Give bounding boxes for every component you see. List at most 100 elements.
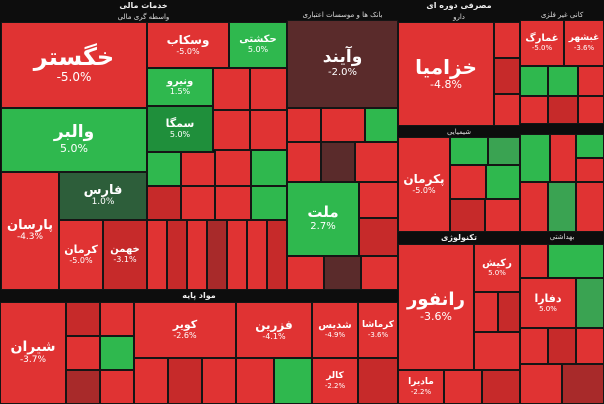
tile-generic[interactable] xyxy=(450,165,486,199)
tile-generic[interactable] xyxy=(202,358,236,404)
tile-generic[interactable] xyxy=(287,108,321,142)
tile-generic[interactable] xyxy=(450,199,485,232)
tile-generic[interactable] xyxy=(100,336,134,370)
tile-generic[interactable] xyxy=(494,22,520,58)
tile-generic[interactable] xyxy=(215,150,251,186)
tile-madira[interactable]: مادیرا -2.2% xyxy=(398,370,444,404)
tile-generic[interactable] xyxy=(66,302,100,336)
tile-generic[interactable] xyxy=(520,364,562,404)
tile-generic[interactable] xyxy=(167,220,187,290)
tile-generic[interactable] xyxy=(207,220,227,290)
tile-generic[interactable] xyxy=(548,244,604,278)
tile-generic[interactable] xyxy=(236,358,274,404)
tile-kavir[interactable]: کویر -2.6% xyxy=(134,302,236,358)
tile-generic[interactable] xyxy=(361,256,398,290)
tile-generic[interactable] xyxy=(134,358,168,404)
tile-khakshi[interactable]: حکشتی 5.0% xyxy=(229,22,287,68)
tile-generic[interactable] xyxy=(147,186,181,220)
tile-generic[interactable] xyxy=(66,370,100,404)
tile-generic[interactable] xyxy=(488,137,520,165)
tile-generic[interactable] xyxy=(321,108,365,142)
tile-generic[interactable] xyxy=(520,328,548,364)
tile-generic[interactable] xyxy=(215,186,251,220)
tile-generic[interactable] xyxy=(450,137,488,165)
tile-generic[interactable] xyxy=(576,278,604,328)
tile-kermasha[interactable]: کرماشا -3.6% xyxy=(358,302,398,358)
tile-generic[interactable] xyxy=(358,358,398,404)
tile-generic[interactable] xyxy=(213,110,250,150)
tile-ranfor[interactable]: رانفور -3.6% xyxy=(398,244,474,370)
tile-kerman[interactable]: کرمان -5.0% xyxy=(59,220,103,290)
tile-generic[interactable] xyxy=(520,182,548,232)
tile-vanikho[interactable]: ونیرو 1.5% xyxy=(147,68,213,106)
tile-generic[interactable] xyxy=(576,134,604,158)
tile-generic[interactable] xyxy=(100,302,134,336)
tile-generic[interactable] xyxy=(247,220,267,290)
tile-mellat[interactable]: ملت 2.7% xyxy=(287,182,359,256)
tile-ghbshahr[interactable]: غبشهر -3.6% xyxy=(564,20,604,66)
tile-generic[interactable] xyxy=(251,186,287,220)
tile-generic[interactable] xyxy=(520,66,548,96)
tile-generic[interactable] xyxy=(100,370,134,404)
tile-generic[interactable] xyxy=(251,150,287,186)
tile-generic[interactable] xyxy=(147,152,181,186)
tile-generic[interactable] xyxy=(168,358,202,404)
tile-samga[interactable]: سمگا 5.0% xyxy=(147,106,213,152)
tile-generic[interactable] xyxy=(498,292,520,332)
tile-generic[interactable] xyxy=(562,364,604,404)
tile-khahman[interactable]: خهمن -3.1% xyxy=(103,220,147,290)
tile-generic[interactable] xyxy=(576,182,604,232)
tile-generic[interactable] xyxy=(486,165,520,199)
tile-vaskab[interactable]: وسکاب -5.0% xyxy=(147,22,229,68)
tile-generic[interactable] xyxy=(147,220,167,290)
tile-generic[interactable] xyxy=(250,110,287,150)
tile-farzin[interactable]: فزرین -4.1% xyxy=(236,302,312,358)
tile-generic[interactable] xyxy=(355,142,398,182)
tile-generic[interactable] xyxy=(359,218,398,256)
tile-vamiad[interactable]: وآیند -2.0% xyxy=(287,20,398,108)
tile-generic[interactable] xyxy=(520,134,550,182)
tile-generic[interactable] xyxy=(359,182,398,218)
tile-generic[interactable] xyxy=(365,108,398,142)
tile-generic[interactable] xyxy=(578,66,604,96)
tile-kalor[interactable]: کالر -2.2% xyxy=(312,358,358,404)
tile-generic[interactable] xyxy=(181,152,215,186)
tile-generic[interactable] xyxy=(321,142,355,182)
tile-generic[interactable] xyxy=(267,220,287,290)
tile-generic[interactable] xyxy=(520,96,548,124)
tile-pekerman[interactable]: پکرمان -5.0% xyxy=(398,137,450,232)
tile-generic[interactable] xyxy=(274,358,312,404)
tile-generic[interactable] xyxy=(474,292,498,332)
tile-khazamia[interactable]: خزامیا -4.8% xyxy=(398,22,494,126)
tile-generic[interactable] xyxy=(494,58,520,94)
tile-rakish[interactable]: رکیش 5.0% xyxy=(474,244,520,292)
tile-generic[interactable] xyxy=(548,96,578,124)
tile-generic[interactable] xyxy=(227,220,247,290)
tile-generic[interactable] xyxy=(482,370,520,404)
tile-generic[interactable] xyxy=(485,199,520,232)
tile-generic[interactable] xyxy=(66,336,100,370)
tile-generic[interactable] xyxy=(324,256,361,290)
tile-generic[interactable] xyxy=(213,68,250,110)
tile-parsan[interactable]: پارسان -4.3% xyxy=(1,172,59,290)
tile-fars[interactable]: فارس 1.0% xyxy=(59,172,147,220)
tile-shiran[interactable]: شیران -3.7% xyxy=(0,302,66,404)
tile-generic[interactable] xyxy=(548,66,578,96)
tile-dafara[interactable]: دفارا 5.0% xyxy=(520,278,576,328)
tile-generic[interactable] xyxy=(494,94,520,126)
tile-generic[interactable] xyxy=(576,328,604,364)
tile-generic[interactable] xyxy=(548,328,576,364)
tile-generic[interactable] xyxy=(474,332,520,370)
tile-generic[interactable] xyxy=(576,158,604,182)
tile-generic[interactable] xyxy=(287,142,321,182)
tile-generic[interactable] xyxy=(578,96,604,124)
tile-valbar[interactable]: والبر 5.0% xyxy=(1,108,147,172)
tile-generic[interactable] xyxy=(250,68,287,110)
tile-generic[interactable] xyxy=(548,182,576,232)
tile-generic[interactable] xyxy=(520,244,548,278)
tile-khegostar[interactable]: خگستر -5.0% xyxy=(1,22,147,108)
tile-generic[interactable] xyxy=(444,370,482,404)
tile-generic[interactable] xyxy=(187,220,207,290)
tile-generic[interactable] xyxy=(550,134,576,182)
tile-generic[interactable] xyxy=(287,256,324,290)
